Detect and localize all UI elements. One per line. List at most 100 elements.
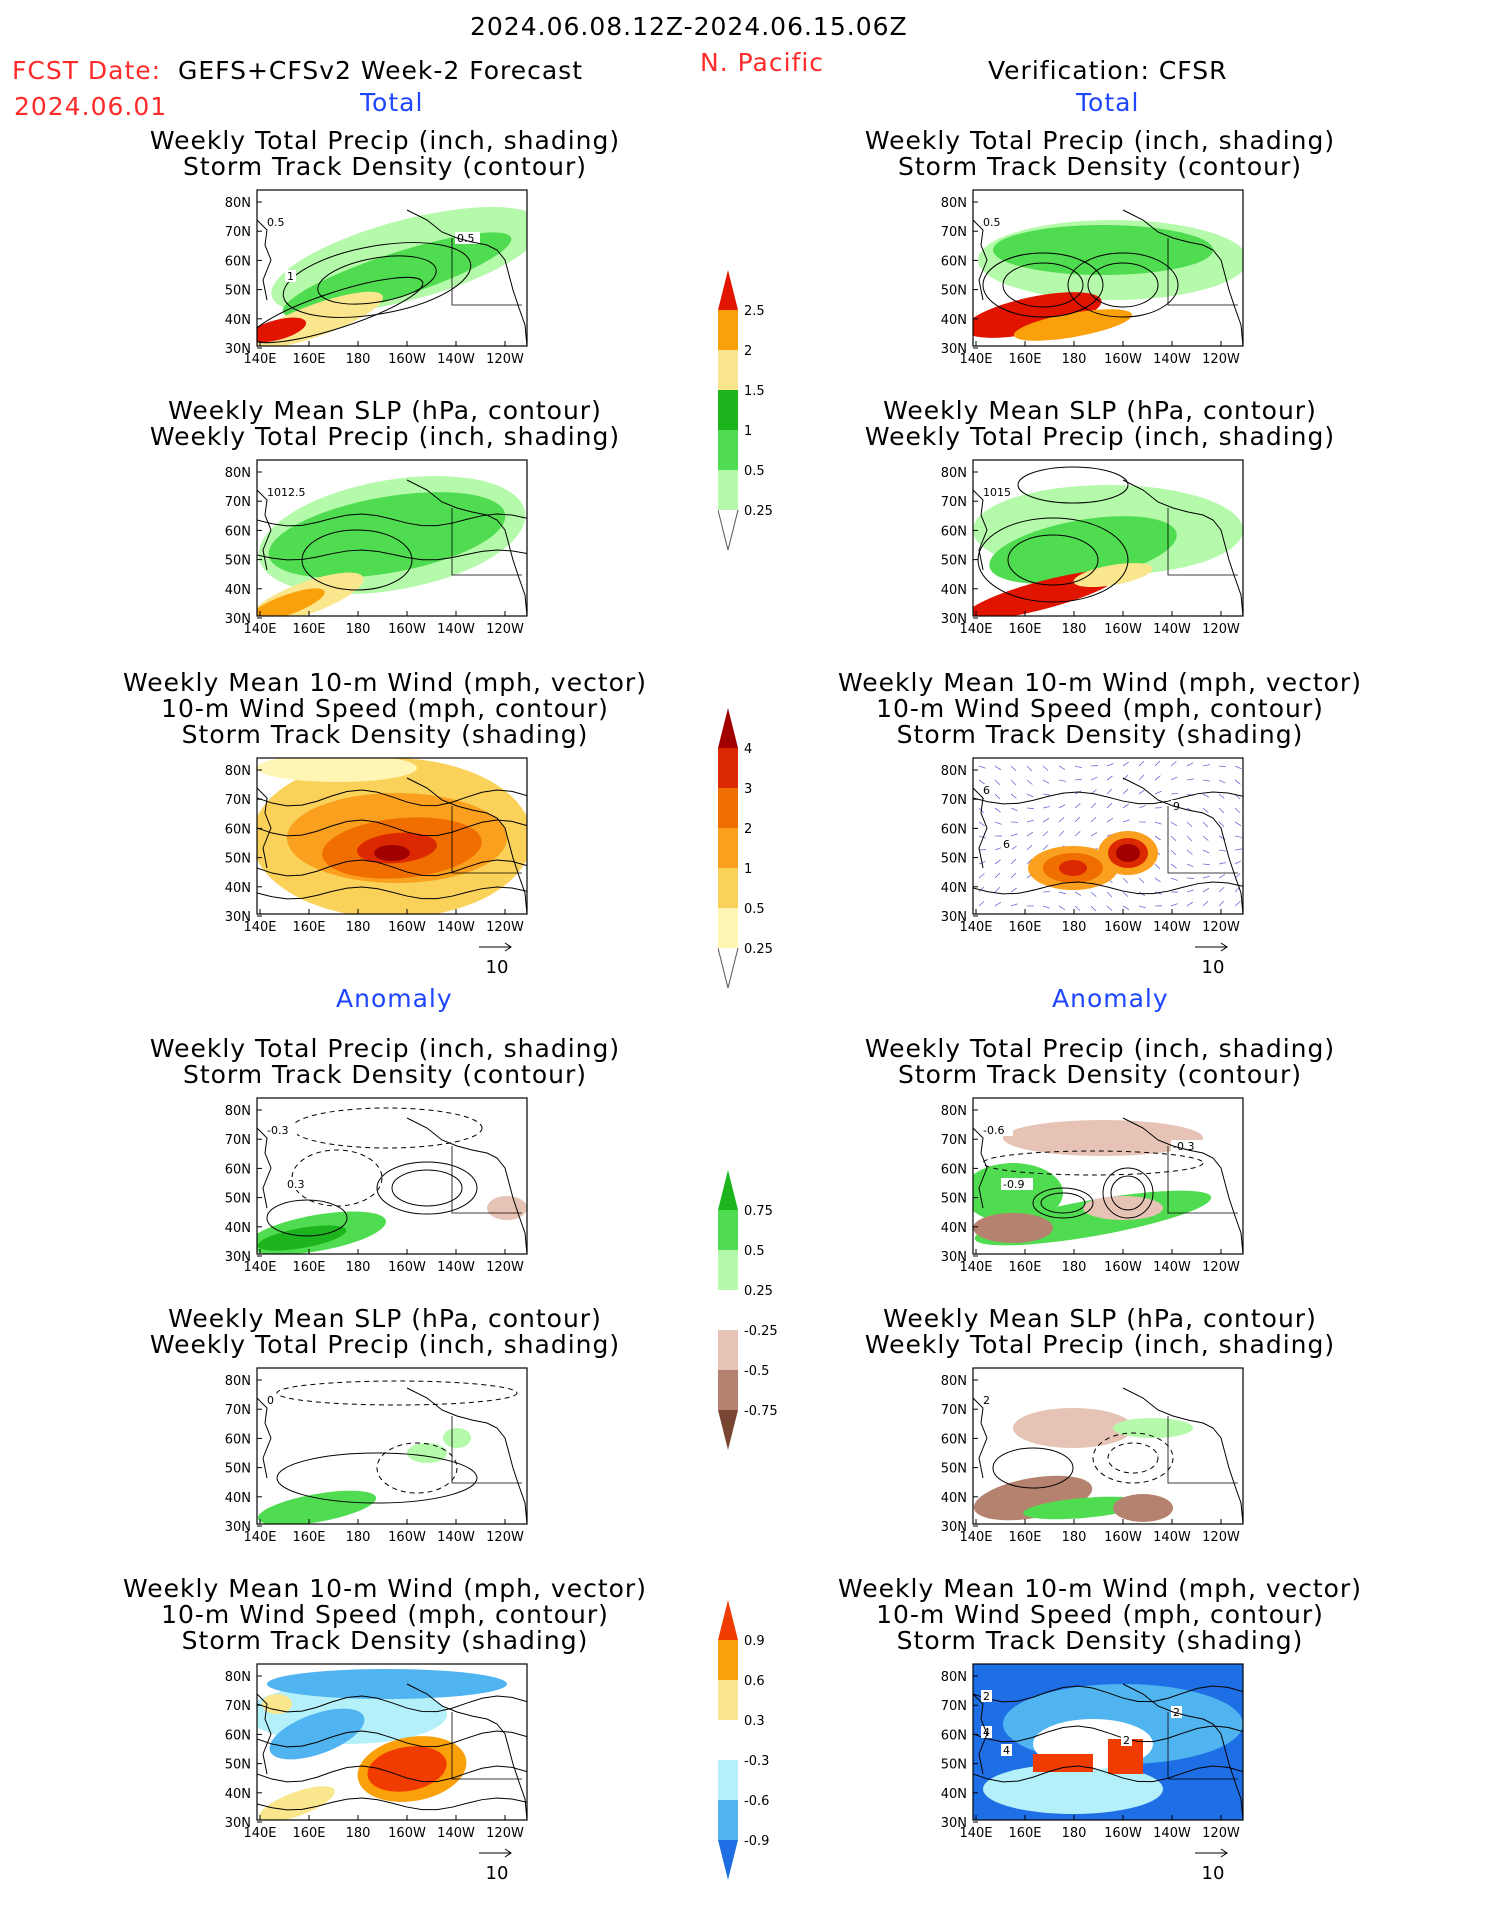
lat-tick-label: 40N [225,313,251,328]
lon-tick-label: 140W [437,1260,475,1275]
wind-vector [1154,821,1162,825]
region-label: N. Pacific [700,48,825,77]
lon-tick-label: 120W [486,622,524,637]
panel-title-line: Weekly Mean 10-m Wind (mph, vector) [838,668,1362,697]
border-line [451,806,522,874]
lon-tick-label: 120W [486,1260,524,1275]
lat-tick-label: 70N [941,495,967,510]
wind-vector [1106,905,1113,911]
coastline [973,1127,988,1209]
section-anomaly-right: Anomaly [1052,984,1169,1013]
lon-tick-label: 120W [486,920,524,935]
contour-label: 2 [981,1394,992,1407]
panel-title: Weekly Mean 10-m Wind (mph, vector) 10-m … [800,670,1400,748]
svg-text:-0.6: -0.6 [983,1124,1004,1137]
map-frame [256,1367,528,1525]
lat-tick-label: 60N [225,254,251,269]
colorbar-cap [718,270,738,310]
colorbar-swatch [718,1250,738,1290]
wind-vector [1090,891,1097,897]
lat-tick-label: 80N [225,1104,251,1119]
wind-vector [1010,807,1018,812]
lon-tick-label: 180 [346,1260,371,1275]
wind-vector [1218,862,1226,865]
fcst-date-value: 2024.06.01 [14,92,168,121]
section-total-left: Total [360,88,424,117]
wind-vector [1154,863,1161,870]
panel-title-line: Storm Track Density (contour) [897,152,1303,181]
wind-vector [1170,835,1177,842]
svg-text:-0.3: -0.3 [267,1124,288,1137]
shading-region [1013,1408,1133,1448]
wind-vector [1218,849,1226,852]
wind-vector [1074,891,1082,896]
wind-vector [1122,891,1129,898]
vector-reference: 10 [477,1842,517,1884]
shading-region [443,1428,471,1448]
wind-vector [1202,875,1210,879]
contour-line [257,1797,527,1811]
coastline [1122,209,1243,346]
wind-vector [1186,821,1193,828]
panel-title: Weekly Total Precip (inch, shading) Storm… [800,1036,1400,1088]
wind-vector [1042,844,1049,851]
coastline [257,1397,272,1479]
map-panel: 80N 70N 60N 50N 40N 30N 140E 160E 180 160W 140W 120… [207,1658,557,1844]
wind-vector [1154,760,1161,767]
lat-tick-label: 40N [225,1221,251,1236]
lat-tick-label: 60N [225,1432,251,1447]
lon-tick-label: 140W [1153,622,1191,637]
wind-vector [1154,790,1162,795]
wind-vector [1202,835,1209,841]
wind-vector [1202,793,1210,798]
wind-vector [1090,802,1097,809]
svg-text:2: 2 [983,1690,990,1703]
coastline [257,1693,272,1775]
lat-tick-label: 70N [941,1699,967,1714]
wind-vector [994,859,1001,865]
shading-region [374,845,410,861]
svg-text:0: 0 [267,1394,274,1407]
contour-line [1040,1192,1086,1214]
shading-region [1033,1754,1093,1772]
coastline [257,787,272,869]
contour-line [257,886,527,900]
colorbar-label: -0.75 [744,1404,778,1419]
contour-label: 1012.5 [265,486,311,499]
lon-tick-label: 120W [486,1826,524,1841]
wind-vector [1106,891,1113,898]
contour-line [266,1199,348,1237]
lon-tick-label: 180 [346,622,371,637]
wind-vector [978,765,986,769]
wind-vector [1186,762,1194,767]
wind-vector [1122,905,1130,910]
wind-vector [1218,821,1225,827]
contour-line [1110,1175,1146,1211]
panel-title: Weekly Mean 10-m Wind (mph, vector) 10-m … [85,670,685,748]
wind-vector [1186,835,1193,842]
contour-line [982,1150,1204,1176]
lon-tick-label: 140E [959,1260,992,1275]
lat-tick-label: 30N [225,1816,251,1831]
lon-tick-label: 180 [1062,1530,1087,1545]
wind-vector [1090,832,1098,837]
wind-vector [1170,792,1179,795]
wind-vector [978,821,985,827]
svg-text:0.5: 0.5 [983,216,1001,229]
contour-label: -0.3 [265,1124,297,1137]
panel-title: Weekly Mean SLP (hPa, contour) Weekly Tot… [85,1306,685,1358]
wind-vector [1122,877,1129,884]
wind-vector [1202,863,1211,866]
lon-tick-label: 160W [388,1260,426,1275]
lat-tick-label: 70N [225,1133,251,1148]
shading-region [993,225,1213,275]
wind-vector [1122,803,1129,809]
wind-vector [1138,760,1145,767]
wind-vector [1010,833,1018,837]
wind-vector [1042,793,1050,796]
map-panel: 0.5 1 0.5 80N 70N 60N 50N 40N 30N 140E 160E 180 160W… [207,184,557,370]
lon-tick-label: 140W [437,920,475,935]
panel-title: Weekly Total Precip (inch, shading) Storm… [800,128,1400,180]
wind-vector [1026,858,1033,865]
coastline [406,209,527,346]
